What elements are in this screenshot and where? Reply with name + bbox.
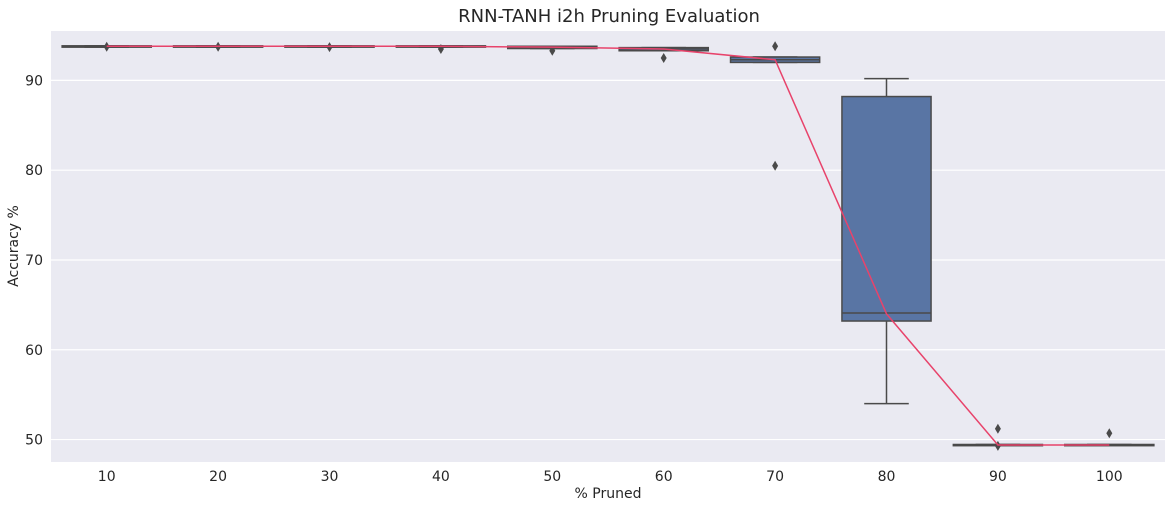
x-tick-label: 10	[98, 469, 116, 485]
mean-line-layer	[106, 45, 1110, 446]
outlier-point	[772, 160, 779, 171]
outlier-point	[549, 45, 556, 56]
x-tick-label: 60	[655, 469, 673, 485]
outlier-point	[1106, 428, 1113, 439]
x-tick-label: 80	[878, 469, 896, 485]
y-tick-label: 80	[25, 163, 43, 179]
chart-title: RNN-TANH i2h Pruning Evaluation	[458, 6, 760, 27]
y-tick-label: 70	[25, 253, 43, 269]
outlier-point	[326, 42, 333, 53]
x-tick-label: 40	[432, 469, 450, 485]
x-tick-label: 20	[209, 469, 227, 485]
plot-background	[51, 31, 1165, 462]
x-tick-label: 30	[321, 469, 339, 485]
x-tick-labels: 10 20 30 40 50 60 70 80 90 100	[98, 469, 1123, 485]
box-group	[841, 77, 932, 405]
outlier-point	[660, 52, 667, 63]
y-axis-label: Accuracy %	[6, 205, 22, 287]
box	[841, 95, 932, 322]
y-tick-label: 50	[25, 433, 43, 449]
mean-line	[106, 45, 1110, 446]
x-tick-label: 100	[1096, 469, 1123, 485]
x-tick-label: 70	[766, 469, 784, 485]
x-tick-label: 90	[989, 469, 1007, 485]
y-tick-label: 60	[25, 343, 43, 359]
x-axis-label: % Pruned	[575, 486, 642, 502]
grid-lines	[51, 79, 1165, 441]
x-tick-label: 50	[543, 469, 561, 485]
outlier-point	[994, 423, 1001, 434]
y-tick-labels: 50 60 70 80 90	[25, 73, 43, 448]
outlier-point	[772, 41, 779, 52]
y-tick-label: 90	[25, 73, 43, 89]
